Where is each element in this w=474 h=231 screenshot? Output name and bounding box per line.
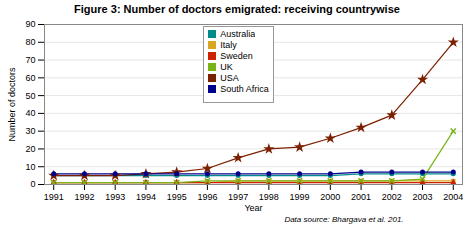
svg-text:60: 60 — [25, 73, 35, 83]
html-text:UK: UK — [220, 62, 233, 72]
svg-text:10: 10 — [25, 162, 35, 172]
svg-text:90: 90 — [25, 19, 35, 29]
svg-text:2002: 2002 — [382, 192, 402, 202]
html-text:Figure 3: Number of doctors em: Figure 3: Number of doctors emigrated: r… — [74, 3, 400, 15]
svg-text:1996: 1996 — [197, 192, 217, 202]
svg-text:Year: Year — [244, 203, 262, 213]
svg-text:2001: 2001 — [351, 192, 371, 202]
svg-text:1999: 1999 — [290, 192, 310, 202]
svg-text:1991: 1991 — [44, 192, 64, 202]
html-text:Data source: Bhargava et al. 2: Data source: Bhargava et al. 201. — [284, 215, 404, 224]
svg-text:50: 50 — [25, 90, 35, 100]
svg-text:1992: 1992 — [74, 192, 94, 202]
svg-text:1993: 1993 — [105, 192, 125, 202]
svg-text:30: 30 — [25, 126, 35, 136]
svg-text:2003: 2003 — [413, 192, 433, 202]
html-text:Italy: Italy — [220, 40, 237, 50]
svg-text:1998: 1998 — [259, 192, 279, 202]
svg-text:2004: 2004 — [443, 192, 463, 202]
svg-text:2000: 2000 — [320, 192, 340, 202]
svg-text:40: 40 — [25, 108, 35, 118]
svg-text:80: 80 — [25, 37, 35, 47]
svg-text:70: 70 — [25, 55, 35, 65]
html-text:Sweden: Sweden — [220, 51, 253, 61]
html-text:USA: USA — [220, 73, 239, 83]
html-text:Australia: Australia — [220, 29, 256, 39]
svg-text:20: 20 — [25, 144, 35, 154]
svg-text:1995: 1995 — [167, 192, 187, 202]
svg-text:1994: 1994 — [136, 192, 156, 202]
html-text:South Africa: South Africa — [220, 84, 269, 94]
svg-text:0: 0 — [30, 179, 35, 189]
svg-text:1997: 1997 — [228, 192, 248, 202]
svg-text:Number of doctors: Number of doctors — [7, 67, 17, 142]
